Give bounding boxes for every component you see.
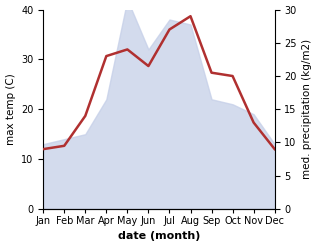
Y-axis label: max temp (C): max temp (C) (5, 73, 16, 145)
X-axis label: date (month): date (month) (118, 231, 200, 242)
Y-axis label: med. precipitation (kg/m2): med. precipitation (kg/m2) (302, 39, 313, 179)
